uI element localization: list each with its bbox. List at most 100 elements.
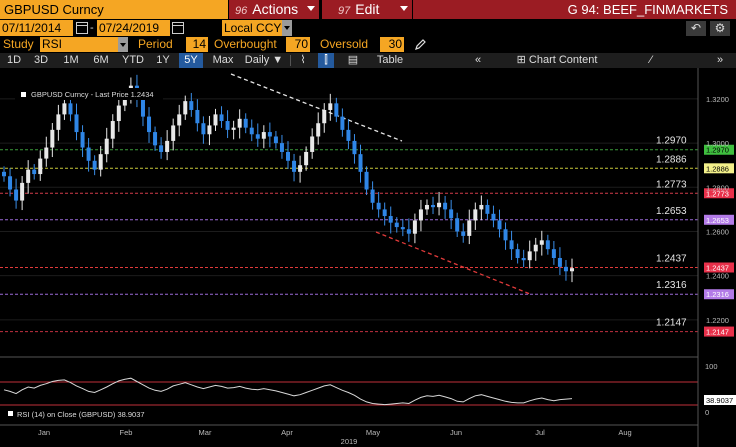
settings-icon[interactable]: ⚙	[710, 21, 730, 36]
collapse-left-icon[interactable]: «	[474, 54, 482, 66]
legend-price-label: GBPUSD Curncy - Last Price 1.2434	[31, 90, 154, 99]
candle-body	[32, 169, 37, 175]
level-tag	[704, 214, 734, 225]
level-label: 1.2437	[656, 254, 687, 265]
bar-chart-icon[interactable]: ▤	[347, 54, 359, 66]
candle-body	[346, 129, 351, 141]
oversold-input[interactable]: 30	[380, 37, 404, 52]
candle-body	[140, 98, 145, 117]
candle-body	[382, 209, 387, 217]
chevron-down-icon[interactable]	[282, 20, 292, 36]
candle-body	[557, 258, 562, 267]
price-axis: 1.3200 1.3000 1.2800 1.2600 1.2400 1.2200	[706, 95, 729, 325]
period-input[interactable]: 14	[186, 37, 208, 52]
range-1m[interactable]: 1M	[63, 54, 79, 66]
candle-body	[255, 134, 260, 139]
candle-body	[171, 125, 176, 141]
candle-body	[183, 101, 188, 115]
ticker-field[interactable]: GBPUSD Curncy	[0, 0, 228, 19]
candlestick-icon[interactable]: ⫿	[318, 53, 334, 68]
candle-body	[418, 209, 423, 221]
candle-body	[213, 114, 218, 126]
candle-body	[261, 132, 266, 139]
candle-body	[527, 251, 532, 261]
candle-body	[273, 136, 278, 144]
range-max[interactable]: Max	[212, 54, 234, 66]
rsi-last-tag	[704, 395, 736, 405]
legend-box	[15, 88, 163, 100]
candle-body	[98, 154, 103, 170]
price-chart[interactable]: 1.2970 1.2970 1.2886 1.2886 1.2773 1.2773 1.26…	[0, 68, 736, 447]
range-3d[interactable]: 3D	[33, 54, 49, 66]
candle-body	[334, 103, 339, 117]
candle-body	[231, 127, 236, 130]
level-tag-label: 1.2147	[706, 328, 729, 337]
candle-body	[92, 160, 97, 170]
candle-body	[358, 154, 363, 172]
candle-body	[237, 118, 242, 128]
level-tag-label: 1.2316	[706, 290, 729, 299]
range-6m[interactable]: 6M	[93, 54, 109, 66]
expand-right-icon[interactable]: »	[716, 54, 724, 66]
edit-menu-number: 97	[338, 5, 351, 17]
level-label: 1.2147	[656, 318, 687, 329]
candle-body	[449, 209, 454, 219]
level-tag	[704, 163, 734, 174]
chart-toolbar: 1D 3D 1M 6M YTD 1Y 5Y Max Daily ▼ ⌇ ⫿ ▤ …	[0, 53, 736, 68]
candle-body	[62, 103, 67, 115]
edit-menu[interactable]: 97 Edit	[322, 0, 412, 19]
candle-body	[165, 140, 170, 152]
overbought-input[interactable]: 70	[286, 37, 310, 52]
candle-body	[219, 114, 224, 122]
candlestick-series	[2, 74, 574, 283]
candle-body	[116, 105, 121, 122]
candle-body	[376, 202, 381, 210]
candle-body	[249, 127, 254, 135]
range-5y[interactable]: 5Y	[179, 53, 203, 68]
table-button[interactable]: Table	[376, 54, 404, 66]
chevron-down-icon[interactable]	[118, 37, 128, 52]
candle-body	[364, 171, 369, 190]
period-label: Period	[138, 37, 173, 51]
study-select[interactable]: RSI	[40, 37, 118, 52]
rsi-line	[3, 377, 573, 406]
candle-body	[521, 258, 526, 261]
end-date-input[interactable]: 07/24/2019	[97, 20, 170, 36]
gridlines	[0, 98, 698, 321]
calendar-icon[interactable]	[76, 22, 88, 34]
candle-body	[26, 169, 31, 183]
x-tick-label: Mar	[199, 428, 212, 437]
y-tick-label: 1.3000	[706, 139, 729, 148]
candle-body	[147, 116, 152, 133]
rsi-tick-100: 100	[705, 362, 718, 371]
candle-body	[110, 121, 115, 139]
candle-body	[533, 244, 538, 252]
start-date-input[interactable]: 07/11/2014	[0, 20, 73, 36]
overbought-label: Overbought	[214, 37, 277, 51]
candle-body	[467, 220, 472, 236]
frequency-select[interactable]: Daily ▼	[244, 54, 284, 66]
candle-body	[545, 240, 550, 250]
line-chart-icon[interactable]: ⌇	[300, 54, 306, 66]
x-tick-label: Aug	[618, 428, 631, 437]
candle-body	[298, 165, 303, 172]
candle-body	[122, 96, 127, 106]
title-bar: GBPUSD Curncy 96 Actions 97 Edit G 94: BEE…	[0, 0, 736, 19]
pencil-icon[interactable]	[414, 39, 426, 51]
range-1y[interactable]: 1Y	[156, 54, 170, 66]
chart-content-button[interactable]: ⊞ Chart Content	[516, 54, 598, 66]
actions-menu[interactable]: 96 Actions	[229, 0, 319, 19]
calendar-icon[interactable]	[172, 22, 184, 34]
draw-tool-icon[interactable]: ⁄	[650, 54, 652, 66]
divider	[290, 55, 291, 66]
candle-body	[207, 125, 212, 135]
candle-body	[159, 145, 164, 152]
range-1d[interactable]: 1D	[6, 54, 22, 66]
candle-body	[328, 103, 333, 110]
candle-body	[104, 138, 109, 155]
trendlines	[230, 73, 531, 295]
level-label: 1.2773	[656, 179, 687, 190]
undo-icon[interactable]: ↶	[686, 21, 706, 36]
currency-select[interactable]: Local CCY	[222, 20, 282, 36]
range-ytd[interactable]: YTD	[122, 54, 144, 66]
